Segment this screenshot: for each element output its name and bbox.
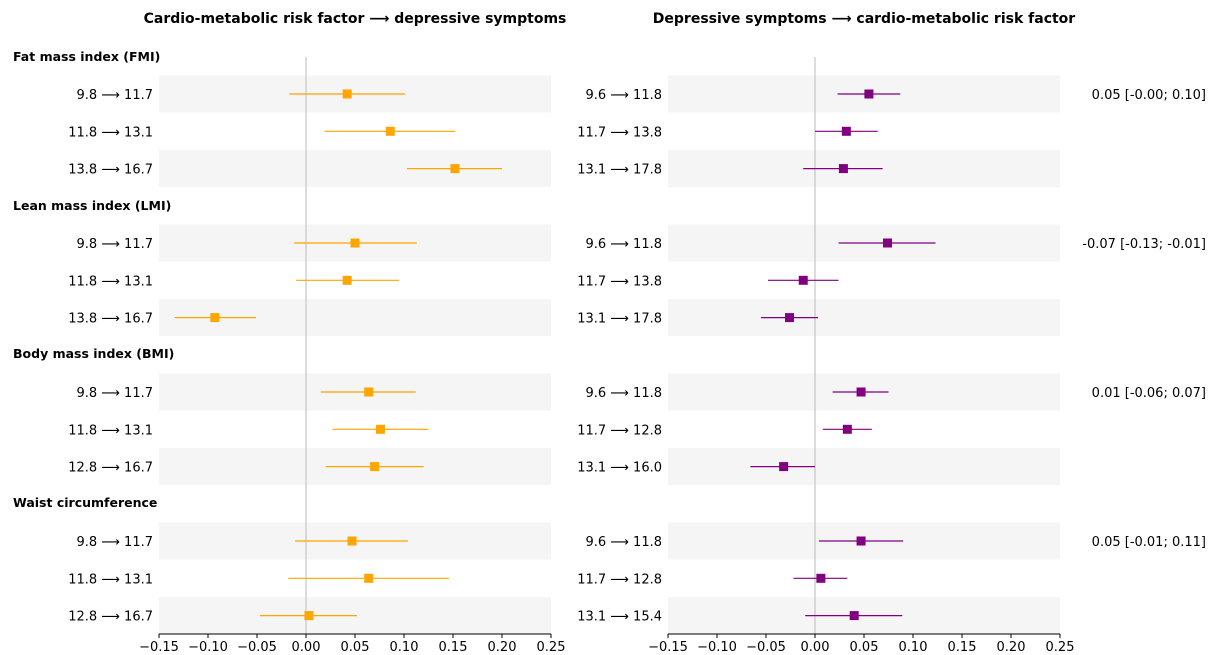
x-tick-label-p0-5: 0.10 [390,640,419,655]
side-label-3: 0.05 [-0.01; 0.11] [1092,535,1206,550]
x-tick-label-p0-6: 0.15 [439,640,468,655]
x-tick-label-p0-2: −0.05 [237,640,277,655]
estimate-point-p0-g3-r2 [304,611,314,621]
x-tick-label-p0-0: −0.15 [139,640,179,655]
zero-line-layer [305,57,816,634]
data-marks-layer [174,89,936,621]
x-tick-label-p0-4: 0.05 [341,640,370,655]
row-label-p1-g1-r1: 11.7 ⟶ 13.8 [577,274,662,289]
row-label-p0-g3-r1: 11.8 ⟶ 13.1 [68,572,153,587]
x-tick-label-p0-3: 0.00 [292,640,321,655]
estimate-point-p1-g2-r0 [856,387,866,397]
x-tick-label-p1-5: 0.10 [899,640,928,655]
x-tick-label-p1-0: −0.15 [648,640,688,655]
side-label-1: -0.07 [-0.13; -0.01] [1082,237,1206,252]
panel-title-1: Depressive symptoms ⟶ cardio-metabolic r… [653,11,1076,27]
estimate-point-p1-g1-r0 [883,238,893,248]
row-band-p1-g2-r2 [668,448,1060,486]
row-shading-layer [159,75,1060,635]
estimate-point-p1-g0-r1 [841,126,851,136]
side-label-0: 0.05 [-0.00; 0.10] [1092,88,1206,103]
row-label-p0-g1-r0: 9.8 ⟶ 11.7 [76,237,153,252]
row-label-p0-g1-r2: 13.8 ⟶ 16.7 [68,312,153,327]
row-label-p0-g3-r0: 9.8 ⟶ 11.7 [76,535,153,550]
x-tick-label-p1-1: −0.10 [697,640,737,655]
row-label-p1-g0-r2: 13.1 ⟶ 17.8 [577,163,662,178]
x-tick-label-p0-7: 0.20 [488,640,517,655]
row-label-p0-g0-r0: 9.8 ⟶ 11.7 [76,88,153,103]
row-label-p0-g1-r1: 11.8 ⟶ 13.1 [68,274,153,289]
estimate-point-p1-g3-r1 [816,573,826,583]
estimate-point-p1-g1-r1 [798,275,808,285]
estimate-point-p0-g3-r1 [364,573,374,583]
row-band-p1-g1-r2 [668,299,1060,337]
estimate-point-p1-g0-r0 [864,89,874,99]
group-label-1: Lean mass index (LMI) [13,198,171,213]
estimate-point-p0-g0-r2 [450,164,460,174]
row-label-p0-g2-r0: 9.8 ⟶ 11.7 [76,386,153,401]
estimate-point-p0-g0-r1 [385,126,395,136]
axis-layer: −0.15 −0.10 −0.05 0.00 0.05 0.10 0.15 0.20 0.25 −… [139,633,1075,655]
group-label-3: Waist circumference [13,495,157,510]
estimate-point-p0-g3-r0 [347,536,357,546]
row-label-p1-g0-r0: 9.6 ⟶ 11.8 [585,88,662,103]
row-label-p1-g2-r1: 11.7 ⟶ 12.8 [577,423,662,438]
row-label-p1-g0-r1: 11.7 ⟶ 13.8 [577,125,662,140]
estimate-point-p0-g0-r0 [342,89,352,99]
row-label-p1-g1-r0: 9.6 ⟶ 11.8 [585,237,662,252]
estimate-point-p0-g2-r1 [375,424,385,434]
row-label-p1-g1-r2: 13.1 ⟶ 17.8 [577,312,662,327]
row-label-p1-g2-r2: 13.1 ⟶ 16.0 [577,461,662,476]
estimate-point-p1-g0-r2 [838,164,848,174]
x-tick-label-p1-7: 0.20 [997,640,1026,655]
estimate-point-p0-g2-r2 [370,462,380,472]
estimate-point-p1-g2-r1 [842,424,852,434]
estimate-point-p0-g1-r1 [342,275,352,285]
row-label-p1-g3-r1: 11.7 ⟶ 12.8 [577,572,662,587]
x-tick-label-p1-3: 0.00 [801,640,830,655]
x-tick-label-p1-4: 0.05 [850,640,879,655]
group-label-2: Body mass index (BMI) [13,346,174,361]
row-label-p1-g2-r0: 9.6 ⟶ 11.8 [585,386,662,401]
row-label-p0-g2-r2: 12.8 ⟶ 16.7 [68,461,153,476]
estimate-point-p1-g3-r0 [856,536,866,546]
estimate-point-p1-g1-r2 [785,313,795,323]
estimate-point-p0-g2-r0 [364,387,374,397]
group-label-0: Fat mass index (FMI) [13,49,160,64]
row-label-p0-g2-r1: 11.8 ⟶ 13.1 [68,423,153,438]
estimate-point-p0-g1-r0 [350,238,360,248]
x-tick-label-p0-1: −0.10 [188,640,228,655]
x-tick-label-p1-8: 0.25 [1046,640,1075,655]
row-label-p0-g3-r2: 12.8 ⟶ 16.7 [68,610,153,625]
x-tick-label-p0-8: 0.25 [537,640,566,655]
row-label-p0-g0-r2: 13.8 ⟶ 16.7 [68,163,153,178]
text-layer: Fat mass index (FMI) Lean mass index (LMI… [13,11,1206,625]
panel-title-0: Cardio-metabolic risk factor ⟶ depressiv… [144,11,567,27]
estimate-point-p0-g1-r2 [210,313,220,323]
estimate-point-p1-g3-r2 [849,611,859,621]
row-label-p1-g3-r2: 13.1 ⟶ 15.4 [577,610,662,625]
side-label-2: 0.01 [-0.06; 0.07] [1092,386,1206,401]
row-label-p1-g3-r0: 9.6 ⟶ 11.8 [585,535,662,550]
estimate-point-p1-g2-r2 [779,462,789,472]
x-tick-label-p1-6: 0.15 [948,640,977,655]
x-tick-label-p1-2: −0.05 [746,640,786,655]
row-label-p0-g0-r1: 11.8 ⟶ 13.1 [68,125,153,140]
